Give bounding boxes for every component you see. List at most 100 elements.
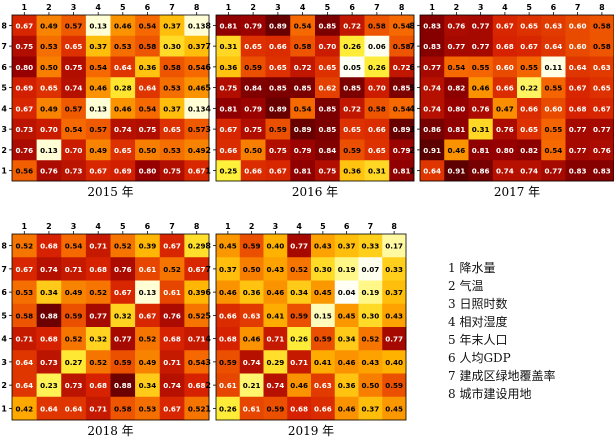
- cell-value-label: 0.66: [219, 311, 237, 320]
- cell-value-label: 0.84: [244, 84, 262, 93]
- cell-value-label: 0.46: [114, 104, 132, 113]
- cell-value-label: 0.54: [65, 125, 83, 134]
- x-tick-label: 1: [225, 222, 231, 231]
- heatmap-cell: [36, 257, 62, 281]
- heatmap-cell: [263, 280, 288, 305]
- cell-value-label: 0.74: [423, 104, 441, 113]
- cell-value-label: 0.65: [368, 146, 386, 155]
- heatmap-cell: [265, 118, 291, 140]
- cell-value-label: 0.52: [89, 288, 107, 297]
- heatmap-cell: [589, 118, 614, 140]
- heatmap-cell: [541, 56, 566, 78]
- cell-value-label: 0.65: [520, 125, 538, 134]
- heatmap-cell: [110, 396, 136, 421]
- heatmap-cell: [85, 56, 111, 78]
- cell-value-label: 0.67: [188, 265, 206, 274]
- heatmap-cell: [216, 15, 242, 37]
- heatmap-cell: [517, 160, 542, 182]
- heatmap-cell: [468, 56, 494, 78]
- heatmap-cell: [358, 234, 383, 258]
- heatmap-cell: [12, 280, 37, 305]
- cell-value-label: 0.36: [139, 63, 157, 72]
- cell-value-label: 0.70: [65, 146, 83, 155]
- heatmap-cell: [85, 373, 111, 398]
- y-tick-label: 4: [205, 335, 211, 344]
- heatmap-cell: [382, 396, 407, 421]
- cell-value-label: 0.23: [40, 381, 58, 390]
- cell-value-label: 0.67: [89, 167, 107, 176]
- cell-value-label: 0.59: [267, 404, 285, 413]
- y-tick-label: 7: [205, 265, 211, 274]
- heatmap-cell: [565, 98, 591, 120]
- heatmap-cell: [85, 139, 111, 161]
- heatmap-cell: [364, 35, 390, 57]
- heatmap-cell: [364, 77, 390, 99]
- cell-value-label: 0.77: [114, 335, 132, 344]
- cell-value-label: 0.58: [593, 42, 611, 51]
- cell-value-label: 0.64: [545, 42, 563, 51]
- y-tick-label: 2: [205, 381, 211, 390]
- cell-value-label: 0.66: [496, 84, 514, 93]
- y-tick-label: 8: [205, 21, 211, 30]
- y-tick-label: 2: [1, 381, 7, 390]
- cell-value-label: 0.58: [294, 42, 312, 51]
- cell-value-label: 0.64: [423, 167, 441, 176]
- cell-value-label: 0.54: [139, 21, 157, 30]
- heatmap-cell: [492, 35, 518, 57]
- y-tick-label: 8: [1, 242, 7, 251]
- y-tick-label: 1: [1, 167, 7, 176]
- cell-value-label: 0.61: [163, 288, 181, 297]
- cell-value-label: 0.46: [243, 335, 261, 344]
- heatmap-cell: [159, 396, 185, 421]
- cell-value-label: 0.29: [267, 358, 285, 367]
- cell-value-label: 0.67: [163, 242, 181, 251]
- legend-item: 4 相对湿度: [448, 315, 508, 329]
- heatmap-cell: [61, 77, 87, 99]
- cell-value-label: 0.46: [472, 84, 490, 93]
- cell-value-label: 0.54: [89, 63, 107, 72]
- cell-value-label: 0.74: [423, 84, 441, 93]
- cell-value-label: 0.67: [520, 42, 538, 51]
- cell-value-label: 0.74: [163, 381, 181, 390]
- cell-value-label: 0.52: [290, 265, 308, 274]
- cell-value-label: 0.71: [267, 335, 285, 344]
- cell-value-label: 0.46: [114, 21, 132, 30]
- heatmap-cell: [36, 77, 62, 99]
- cell-value-label: 0.68: [290, 404, 308, 413]
- x-tick-label: 6: [349, 3, 355, 12]
- cell-value-label: 0.80: [496, 146, 514, 155]
- cell-value-label: 0.52: [139, 335, 157, 344]
- cell-value-label: 0.83: [423, 21, 441, 30]
- heatmap-cell: [184, 118, 210, 140]
- heatmap-cell: [358, 280, 383, 305]
- cell-value-label: 0.68: [496, 42, 514, 51]
- legend-item: 5 年末人口: [448, 333, 508, 347]
- heatmap-cell: [61, 373, 87, 398]
- y-tick-label: 7: [1, 42, 7, 51]
- heatmap-cell: [589, 56, 614, 78]
- cell-value-label: 0.26: [343, 42, 361, 51]
- y-tick-label: 4: [205, 104, 211, 113]
- cell-value-label: 0.77: [290, 242, 308, 251]
- cell-value-label: 0.47: [496, 104, 514, 113]
- legend-item: 6 人均GDP: [448, 351, 511, 365]
- heatmap-cell: [184, 234, 210, 258]
- heatmap-cell: [216, 35, 242, 57]
- y-tick-label: 5: [1, 311, 7, 320]
- x-tick-label: 1: [429, 3, 435, 12]
- cell-value-label: 0.50: [40, 63, 58, 72]
- cell-value-label: 0.68: [89, 381, 107, 390]
- heatmap-cell: [315, 35, 341, 57]
- x-tick-label: 2: [46, 3, 52, 12]
- heatmap-cell: [541, 35, 566, 57]
- cell-value-label: 0.59: [243, 242, 261, 251]
- cell-value-label: 0.67: [569, 84, 587, 93]
- legend-item: 3 日照时数: [448, 297, 508, 311]
- cell-value-label: 0.81: [393, 167, 411, 176]
- heatmap-cell: [216, 327, 241, 351]
- heatmap-cell: [315, 160, 341, 182]
- cell-value-label: 0.59: [314, 335, 332, 344]
- cell-value-label: 0.13: [89, 104, 107, 113]
- heatmap-cell: [444, 77, 469, 99]
- cell-value-label: 0.31: [472, 125, 490, 134]
